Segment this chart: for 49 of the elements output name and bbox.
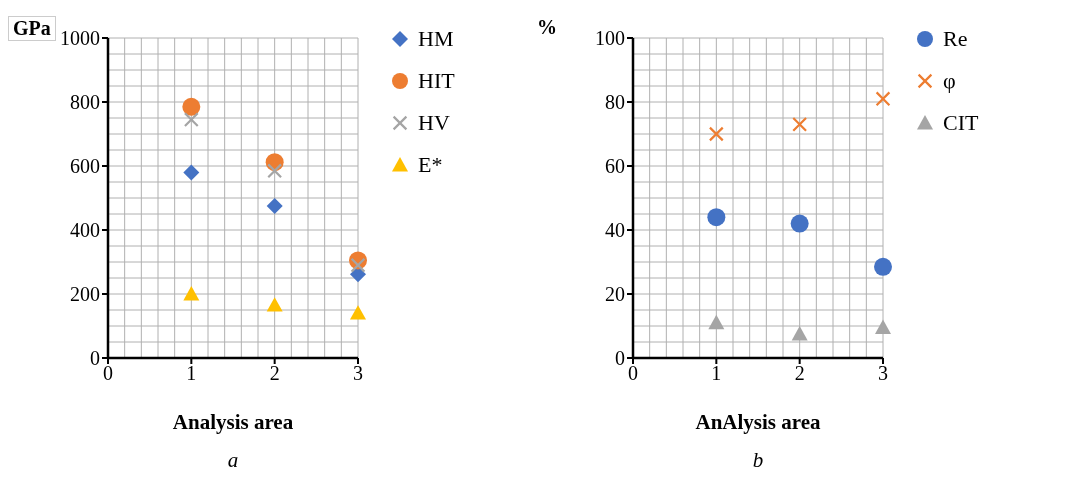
point	[183, 286, 200, 301]
point	[875, 91, 891, 107]
x-tick-label: 1	[186, 362, 197, 385]
legend-label: Re	[943, 26, 968, 52]
y-tick-label: 800	[70, 91, 100, 114]
y-axis-title: GPa	[8, 16, 56, 41]
x-tick-label: 1	[711, 362, 722, 385]
y-tick-label: 20	[605, 283, 625, 306]
legend-label: HM	[418, 26, 454, 52]
point	[267, 163, 283, 179]
x-tick-label: 3	[353, 362, 363, 385]
point	[708, 314, 725, 330]
text: b	[751, 448, 765, 473]
y-tick-label: 200	[70, 283, 100, 306]
point	[707, 208, 726, 227]
text: a	[226, 448, 240, 473]
x-axis-title: Analysis area	[171, 410, 295, 435]
point	[182, 97, 201, 116]
y-tick-label: 600	[70, 155, 100, 178]
legend-label: E*	[418, 152, 443, 178]
y-tick-label: 0	[90, 347, 100, 370]
point	[183, 112, 199, 128]
legend-label: φ	[943, 68, 956, 94]
point	[266, 297, 283, 312]
legend-label: HV	[418, 110, 450, 136]
legend-label: CIT	[943, 110, 979, 136]
x-tick-label: 3	[878, 362, 888, 385]
x-tick-label: 2	[794, 362, 805, 385]
y-tick-label: 60	[605, 155, 625, 178]
point	[875, 319, 891, 334]
point	[350, 257, 366, 273]
y-tick-label: 40	[605, 219, 625, 242]
point	[791, 326, 808, 341]
y-axis-title: %	[536, 16, 558, 39]
point	[708, 126, 724, 142]
y-tick-label: 80	[605, 91, 625, 114]
point	[266, 198, 283, 214]
point	[350, 305, 366, 320]
point	[183, 164, 200, 181]
y-tick-label: 400	[70, 219, 100, 242]
y-tick-label: 0	[615, 347, 625, 370]
point	[874, 257, 892, 276]
x-axis-title: AnAlysis area	[694, 410, 822, 435]
legend-label: HIT	[418, 68, 455, 94]
y-tick-label: 1000	[60, 27, 100, 50]
y-tick-label: 100	[595, 27, 625, 50]
x-tick-label: 2	[269, 362, 280, 385]
point	[790, 214, 809, 233]
point	[792, 116, 808, 132]
